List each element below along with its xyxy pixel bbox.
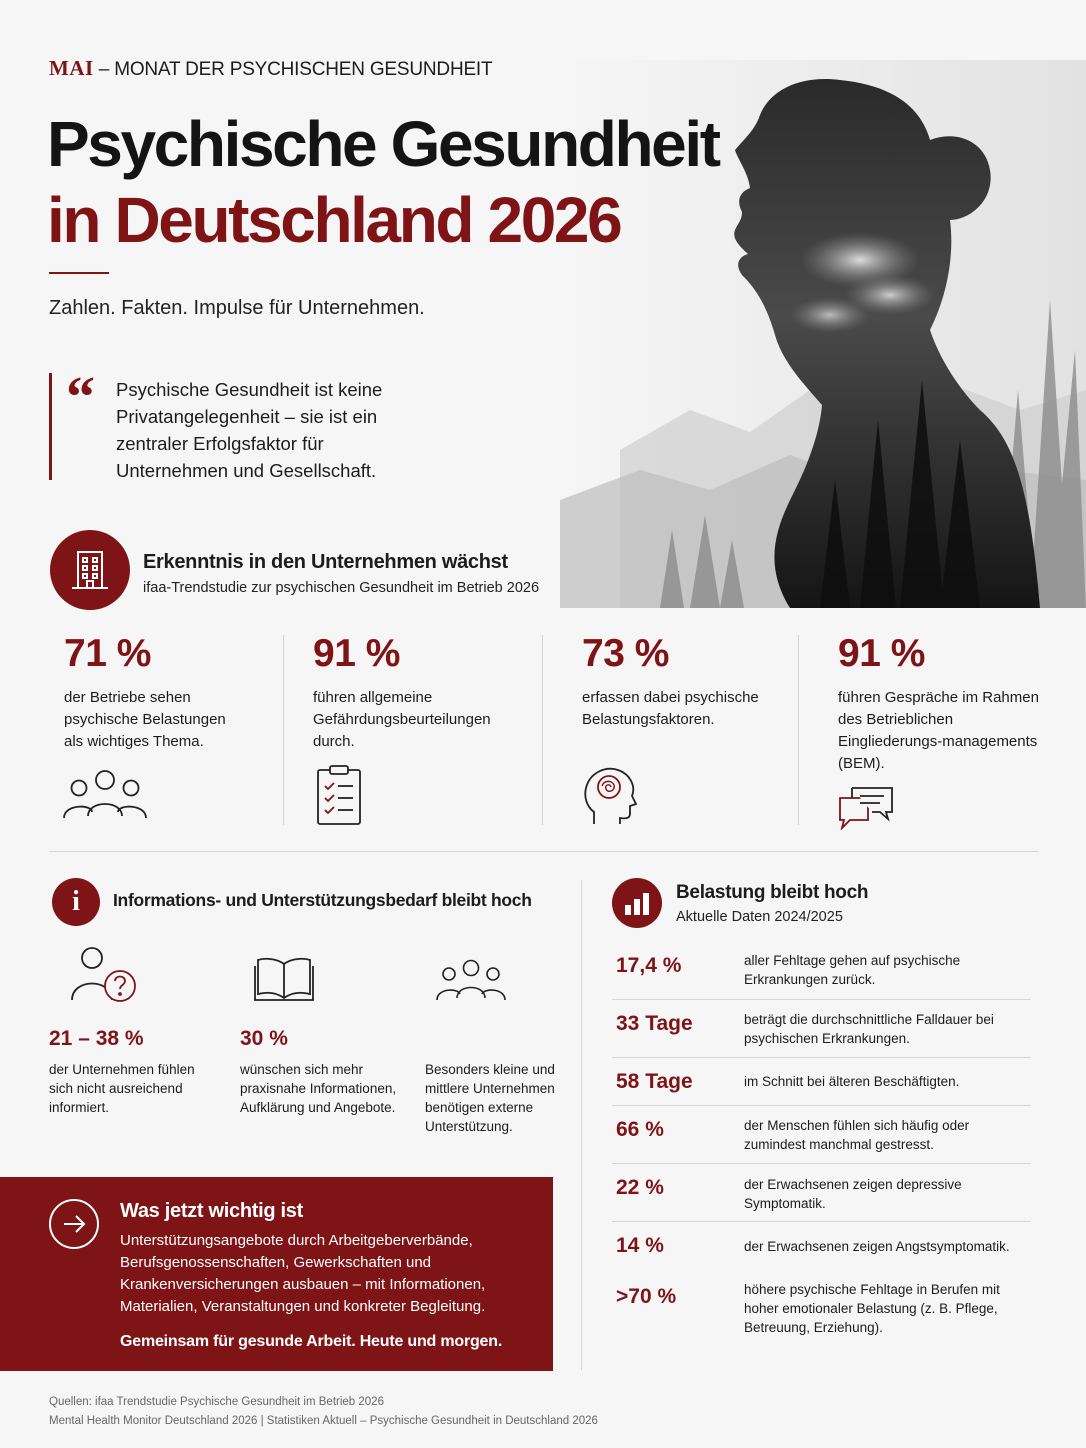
info-value: 30 %	[240, 1027, 288, 1050]
list-item-value: 33 Tage	[616, 1012, 693, 1035]
info-text: der Unternehmen fühlen sich nicht ausrei…	[49, 1062, 195, 1115]
page-title-line2: in Deutschland 2026	[47, 184, 623, 256]
row-divider	[612, 1105, 1031, 1106]
info-text: wünschen sich mehr praxisnahe Informatio…	[240, 1062, 397, 1115]
list-item-text: der Erwachsenen zeigen Angstsymptomatik.	[744, 1239, 1010, 1254]
section1-title: Erkenntnis in den Unternehmen wächst	[143, 551, 508, 573]
list-item-text: beträgt die durchschnittliche Falldauer …	[744, 1012, 994, 1046]
group-icon	[62, 768, 148, 825]
list-item-text: der Menschen fühlen sich häufig oder zum…	[744, 1118, 970, 1152]
stat-text: führen allgemeine Gefährdungsbeurteilung…	[313, 688, 491, 750]
section-divider	[49, 851, 1038, 852]
stat-card: 91 % führen Gespräche im Rahmen des Betr…	[838, 632, 1048, 775]
info-icon: i	[52, 878, 100, 926]
list-item: >70 % höhere psychische Fehltage in Beru…	[612, 1272, 1031, 1348]
quote-mark-icon: “	[66, 364, 95, 429]
sources: Quellen: ifaa Trendstudie Psychische Ges…	[49, 1393, 598, 1431]
row-divider	[612, 1163, 1031, 1164]
source-line: Quellen: ifaa Trendstudie Psychische Ges…	[49, 1396, 384, 1408]
callout-box: Was jetzt wichtig ist Unterstützungsange…	[0, 1177, 553, 1371]
stat-divider	[542, 635, 543, 825]
list-item-value: 22 %	[616, 1176, 664, 1199]
stat-value: 73 %	[582, 632, 669, 675]
bar-chart-icon	[612, 878, 662, 928]
clipboard-checklist-icon	[314, 764, 364, 831]
stat-text: erfassen dabei psychische Belastungsfakt…	[582, 688, 759, 728]
list-item-value: 17,4 %	[616, 954, 682, 977]
list-item: 17,4 % aller Fehltage gehen auf psychisc…	[612, 944, 1031, 1000]
list-item-value: 58 Tage	[616, 1070, 693, 1093]
stat-divider	[283, 635, 284, 825]
page-subtitle: Zahlen. Fakten. Impulse für Unternehmen.	[49, 297, 425, 319]
list-item: 22 % der Erwachsenen zeigen depressive S…	[612, 1164, 1031, 1222]
list-item: 58 Tage im Schnitt bei älteren Beschäfti…	[612, 1058, 1031, 1106]
chat-bubbles-icon	[838, 786, 894, 835]
list-item-value: 14 %	[616, 1234, 664, 1257]
building-icon	[50, 530, 130, 610]
stat-text: der Betriebe sehen psychische Belastunge…	[64, 688, 226, 750]
head-brain-icon	[582, 764, 638, 831]
list-item: 66 % der Menschen fühlen sich häufig ode…	[612, 1106, 1031, 1164]
list-item-text: höhere psychische Fehltage in Berufen mi…	[744, 1282, 1000, 1335]
row-divider	[612, 1221, 1031, 1222]
section2-title: Informations- und Unterstützungsbedarf b…	[113, 890, 532, 910]
list-item-value: >70 %	[616, 1285, 677, 1308]
list-item-value: 66 %	[616, 1118, 664, 1141]
kicker-text: – MONAT DER PSYCHISCHEN GESUNDHEIT	[93, 59, 493, 80]
info-value: 21 – 38 %	[49, 1027, 144, 1050]
list-item-text: aller Fehltage gehen auf psychische Erkr…	[744, 953, 961, 987]
section3-title: Belastung bleibt hoch	[676, 882, 869, 903]
group-icon	[436, 958, 506, 1007]
callout-body: Unterstützungsangebote durch Arbeitgeber…	[120, 1232, 486, 1315]
list-item-text: im Schnitt bei älteren Beschäftigten.	[744, 1074, 960, 1089]
arrow-right-icon	[49, 1199, 99, 1249]
stat-value: 91 %	[313, 632, 400, 675]
person-question-icon	[70, 946, 138, 1009]
source-line: Mental Health Monitor Deutschland 2026 |…	[49, 1415, 598, 1427]
section3-subtitle: Aktuelle Daten 2024/2025	[676, 909, 843, 925]
hero-portrait-image	[560, 60, 1086, 608]
title-divider	[49, 272, 109, 274]
callout-title: Was jetzt wichtig ist	[120, 1200, 303, 1222]
stat-card: 71 % der Betriebe sehen psychische Belas…	[64, 632, 264, 753]
callout-footer: Gemeinsam für gesunde Arbeit. Heute und …	[120, 1333, 503, 1350]
row-divider	[612, 999, 1031, 1000]
list-item: 33 Tage beträgt die durchschnittliche Fa…	[612, 1000, 1031, 1058]
kicker-month: MAI	[49, 56, 94, 80]
stat-card: 73 % erfassen dabei psychische Belastung…	[582, 632, 782, 731]
kicker: MAI – MONAT DER PSYCHISCHEN GESUNDHEIT	[49, 56, 493, 81]
page-title-line1: Psychische Gesundheit	[47, 108, 721, 180]
list-item-text: der Erwachsenen zeigen depressive Sympto…	[744, 1177, 962, 1211]
stat-text: führen Gespräche im Rahmen des Betriebli…	[838, 688, 1039, 772]
section1-subtitle: ifaa-Trendstudie zur psychischen Gesundh…	[143, 580, 540, 596]
stat-card: 91 % führen allgemeine Gefährdungsbeurte…	[313, 632, 523, 753]
open-book-icon	[254, 956, 314, 1007]
column-divider	[581, 880, 582, 1370]
list-item: 14 % der Erwachsenen zeigen Angstsymptom…	[612, 1222, 1031, 1270]
stat-divider	[798, 635, 799, 825]
quote-bar	[49, 373, 52, 480]
stat-value: 91 %	[838, 632, 925, 675]
row-divider	[612, 1057, 1031, 1058]
stat-value: 71 %	[64, 632, 151, 675]
quote-text: Psychische Gesundheit ist keine Privatan…	[116, 379, 383, 481]
info-text: Besonders kleine und mittlere Unternehme…	[425, 1062, 555, 1134]
